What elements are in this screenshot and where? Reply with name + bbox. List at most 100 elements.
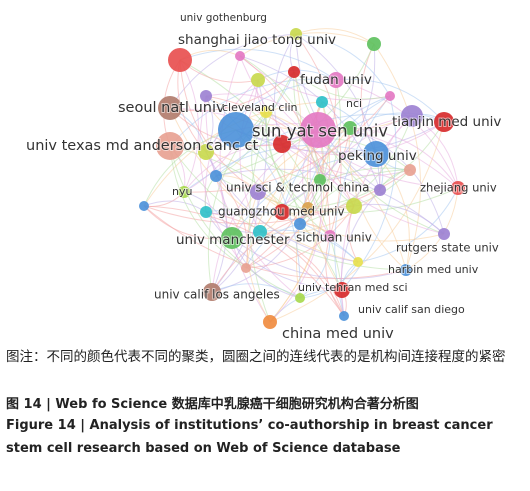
link (299, 235, 331, 299)
node (400, 264, 412, 276)
node (288, 66, 300, 78)
link (183, 95, 391, 193)
node (203, 283, 221, 301)
node (235, 51, 245, 61)
node (198, 144, 214, 160)
link (349, 112, 445, 129)
node (139, 201, 149, 211)
link (205, 179, 321, 216)
link (265, 111, 321, 181)
node (324, 230, 336, 242)
node (294, 218, 306, 230)
link (231, 237, 407, 280)
node (367, 37, 381, 51)
node-label: univ sci & technol china (226, 181, 370, 195)
link (215, 111, 267, 177)
link (239, 32, 375, 57)
node (250, 184, 266, 200)
node-label: harbin med univ (388, 263, 479, 276)
node (241, 263, 251, 273)
node (295, 293, 305, 303)
link (169, 71, 295, 112)
caption-cn: 图 14 | Web fo Science 数据库中乳腺癌干细胞研究机构合著分析… (6, 397, 419, 412)
node (451, 181, 465, 195)
network: univ gothenburg shanghai jiao tong univ fu… (25, 11, 502, 343)
node (260, 106, 272, 118)
node (200, 206, 212, 218)
node (218, 112, 254, 148)
node-label: univ gothenburg (180, 12, 267, 24)
figure-note: 图注：不同的颜色代表不同的聚类，圆圈之间的连线代表的是机构间连接程度的紧密 (6, 349, 506, 365)
link (205, 95, 355, 207)
node-label: univ manchester (176, 232, 290, 248)
node (251, 73, 265, 87)
node (334, 282, 350, 298)
node-label: peking univ (338, 148, 417, 164)
node-label: nyu (172, 185, 192, 198)
link (143, 200, 207, 213)
node (438, 228, 450, 240)
node-label: rutgers state univ (396, 241, 499, 255)
node-label: fudan univ (300, 72, 372, 88)
link (179, 59, 199, 193)
node-label: univ tehran med sci (298, 281, 408, 294)
node (178, 186, 190, 198)
node-label: univ texas md anderson canc ct (26, 138, 259, 154)
node-label: sun yat sen univ (252, 122, 388, 141)
link (169, 145, 301, 299)
link (259, 231, 345, 317)
link (199, 95, 247, 269)
link (353, 203, 445, 235)
link (143, 205, 407, 280)
link (299, 261, 359, 299)
node (401, 105, 423, 127)
node (274, 204, 290, 220)
link (293, 71, 391, 100)
node (168, 48, 192, 72)
node (343, 121, 357, 135)
node-label: seoul natl univ (118, 100, 225, 116)
link (169, 78, 337, 147)
link (295, 33, 391, 97)
link (169, 145, 407, 271)
node-label: univ calif los angeles (154, 288, 280, 302)
node (158, 96, 182, 120)
node (314, 174, 326, 186)
node (263, 315, 277, 329)
link (269, 179, 323, 323)
node (273, 135, 291, 153)
link (169, 33, 297, 109)
link (265, 111, 407, 271)
link (295, 33, 381, 191)
link (293, 71, 445, 235)
link (179, 59, 343, 291)
node (302, 202, 314, 214)
link (259, 229, 359, 263)
link (281, 115, 413, 213)
link (239, 55, 445, 235)
node (374, 184, 386, 196)
node (434, 112, 454, 132)
node (328, 72, 344, 88)
node-label: china med univ (282, 326, 394, 342)
link (295, 28, 375, 45)
link (211, 283, 301, 299)
node-label: cleveland clin (222, 101, 298, 114)
node (404, 164, 416, 176)
link (219, 55, 271, 323)
link (211, 129, 319, 293)
link (349, 127, 459, 189)
link (245, 223, 301, 269)
node-label: tianjin med univ (392, 114, 501, 130)
node (339, 311, 349, 321)
node (253, 225, 267, 239)
link (215, 175, 459, 213)
caption-en: Figure 14 | Analysis of institutions’ co… (6, 418, 493, 456)
link (179, 48, 337, 81)
node-label: zhejiang univ (420, 181, 497, 195)
node (353, 257, 363, 267)
node (300, 112, 336, 148)
node-label: sichuan univ (296, 231, 372, 245)
node-label: guangzhou med univ (218, 205, 345, 219)
link (169, 107, 359, 263)
